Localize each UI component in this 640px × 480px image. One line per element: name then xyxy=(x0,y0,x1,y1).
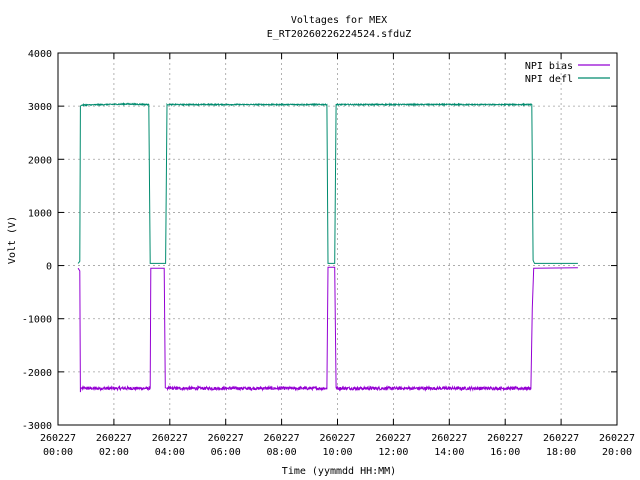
series-line-npi-defl xyxy=(77,102,578,264)
x-tick-label-date: 260227 xyxy=(319,433,355,444)
x-tick-label-time: 16:00 xyxy=(490,447,520,458)
y-tick-label: 0 xyxy=(46,262,52,273)
series-line-npi-bias xyxy=(77,266,578,393)
chart-subtitle: E_RT20260226224524.sfduZ xyxy=(267,29,412,40)
y-tick-label: 4000 xyxy=(28,49,52,60)
y-tick-label: 2000 xyxy=(28,155,52,166)
x-tick-label-date: 260227 xyxy=(208,433,244,444)
y-tick-label: -3000 xyxy=(22,421,52,432)
x-tick-label-date: 260227 xyxy=(40,433,76,444)
x-axis-label: Time (yymmdd HH:MM) xyxy=(282,466,396,477)
series-layer xyxy=(77,102,578,393)
x-tick-label-date: 260227 xyxy=(431,433,467,444)
x-tick-label-time: 02:00 xyxy=(99,447,129,458)
x-tick-label-time: 00:00 xyxy=(43,447,73,458)
x-tick-label-time: 10:00 xyxy=(322,447,352,458)
y-tick-label: -1000 xyxy=(22,315,52,326)
x-tick-label-time: 18:00 xyxy=(546,447,576,458)
y-tick-label: 1000 xyxy=(28,208,52,219)
x-tick-label-date: 260227 xyxy=(543,433,579,444)
x-tick-label-time: 08:00 xyxy=(267,447,297,458)
x-tick-label-date: 260227 xyxy=(152,433,188,444)
x-tick-label-time: 20:00 xyxy=(602,447,632,458)
legend: NPI bias NPI defl xyxy=(525,61,610,85)
ticks: -3000 -2000 -1000 0 1000 2000 3000 4000 260227 00… xyxy=(22,49,635,458)
x-tick-label-date: 260227 xyxy=(264,433,300,444)
x-tick-label-date: 260227 xyxy=(599,433,635,444)
legend-label-npi-bias: NPI bias xyxy=(525,61,573,72)
x-tick-label-time: 06:00 xyxy=(211,447,241,458)
y-tick-label: -2000 xyxy=(22,368,52,379)
x-tick-label-time: 04:00 xyxy=(155,447,185,458)
x-tick-label-date: 260227 xyxy=(375,433,411,444)
chart-title: Voltages for MEX xyxy=(291,15,387,26)
legend-label-npi-defl: NPI defl xyxy=(525,74,573,85)
y-tick-label: 3000 xyxy=(28,102,52,113)
x-tick-label-time: 14:00 xyxy=(434,447,464,458)
x-tick-label-time: 12:00 xyxy=(378,447,408,458)
y-axis-label: Volt (V) xyxy=(7,216,18,264)
x-tick-label-date: 260227 xyxy=(96,433,132,444)
x-tick-label-date: 260227 xyxy=(487,433,523,444)
